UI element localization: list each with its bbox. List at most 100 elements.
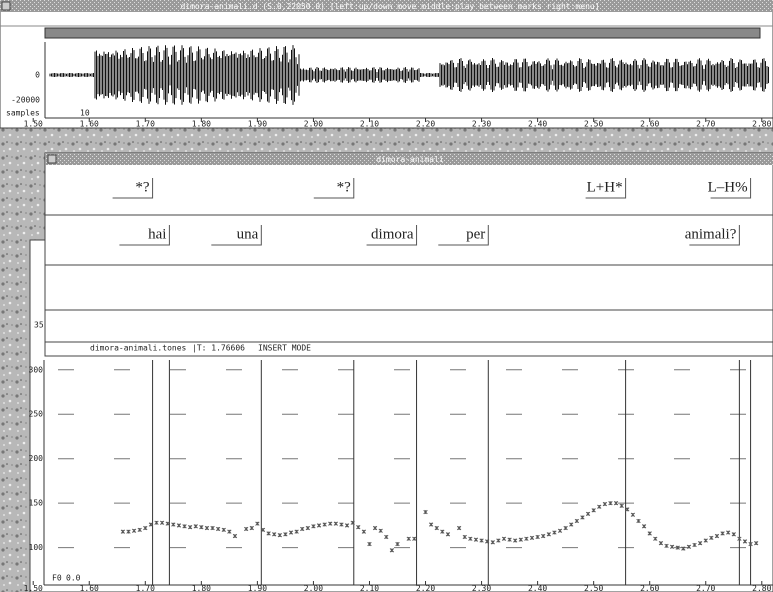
f0-point <box>468 536 473 541</box>
f0-point <box>507 537 512 542</box>
x-tick-label: 2.60 <box>640 584 659 592</box>
x-tick-label: 1.70 <box>136 120 155 129</box>
f0-point <box>171 522 176 527</box>
f0-point <box>681 546 686 551</box>
f0-point <box>227 529 232 534</box>
window-menu-button[interactable] <box>47 154 57 164</box>
f0-point <box>703 538 708 543</box>
f0-point <box>143 525 148 531</box>
word-label: hai <box>148 226 166 242</box>
f0-point <box>641 524 647 529</box>
y-tick-label: 300 <box>29 365 44 374</box>
f0-point <box>574 518 579 524</box>
f0-point <box>378 528 383 533</box>
f0-point <box>731 532 736 537</box>
f0-point <box>272 532 277 537</box>
f0-point <box>602 501 608 507</box>
f0-point <box>485 539 490 544</box>
f0-point <box>305 525 310 531</box>
window-menu-button[interactable] <box>1 1 11 11</box>
title-bar[interactable] <box>45 153 773 165</box>
x-tick-label: 2.70 <box>696 584 715 592</box>
status-time: |T: 1.76606 <box>192 344 245 353</box>
word-marker <box>438 225 489 246</box>
f0-point <box>496 538 501 543</box>
f0-point <box>742 539 748 544</box>
f0-point <box>344 523 350 528</box>
f0-point <box>585 511 591 517</box>
label-window <box>44 152 773 357</box>
f0-point <box>653 536 658 541</box>
f0-point <box>697 541 703 546</box>
f0-point <box>204 525 210 531</box>
wave-x-label: samples <box>6 109 40 118</box>
x-tick-label: 2.50 <box>584 584 603 592</box>
status-mode: INSERT MODE <box>258 344 311 353</box>
f0-point <box>339 522 344 527</box>
x-tick-label: 2.60 <box>640 120 659 129</box>
f0-point <box>283 532 288 537</box>
f0-point <box>434 525 439 531</box>
x-tick-label: 1.60 <box>80 120 99 129</box>
word-label: animali? <box>685 226 737 242</box>
x-tick-label: 2.30 <box>472 120 491 129</box>
x-tick-label: 2.20 <box>416 584 435 592</box>
f0-point <box>636 518 641 524</box>
f0-point <box>754 541 759 546</box>
x-tick-label: 2.40 <box>528 120 547 129</box>
f0-point <box>513 538 518 543</box>
f0-point <box>193 524 198 529</box>
f0-point <box>165 521 170 526</box>
f0-point <box>428 522 434 527</box>
x-tick-label: 2.10 <box>360 120 379 129</box>
f0-point <box>176 523 182 528</box>
x-tick-label: 1.80 <box>192 120 211 129</box>
f0-point <box>361 529 367 534</box>
scrollbar[interactable] <box>44 27 761 39</box>
word-marker <box>366 225 418 246</box>
f0-point <box>445 532 451 537</box>
f0-point <box>216 526 221 532</box>
f0-point <box>412 536 417 541</box>
word-label: per <box>466 226 485 242</box>
f0-point <box>462 534 467 540</box>
f0-point <box>456 525 462 531</box>
f0-point <box>563 525 568 531</box>
window-title: dimora-animali <box>376 155 444 164</box>
x-tick-label: 2.00 <box>304 120 323 129</box>
f0-point <box>423 509 428 515</box>
f0-point <box>384 534 389 540</box>
f0-point <box>557 528 563 533</box>
f0-point <box>658 541 664 546</box>
f0-point <box>389 548 395 553</box>
x-origin-label: 0.0 <box>66 574 81 583</box>
f0-point <box>131 528 137 533</box>
f0-point <box>367 541 372 547</box>
f0-point <box>709 535 714 541</box>
x-tick-label: 1.90 <box>248 120 267 129</box>
x-tick-label: 2.00 <box>304 584 323 592</box>
x-tick-label: 2.40 <box>528 584 547 592</box>
f0-point <box>546 532 551 537</box>
f0-point <box>406 536 411 541</box>
x-tick-label: 1.50 <box>24 120 43 129</box>
y-tick-label: 100 <box>29 543 44 552</box>
f0-point <box>232 533 238 539</box>
title-bar[interactable] <box>0 0 773 12</box>
f0-point <box>221 527 226 533</box>
f0-point <box>737 536 742 541</box>
f0-point <box>350 520 355 525</box>
f0-point <box>120 529 126 534</box>
f0-point <box>473 537 479 542</box>
f0-point <box>541 533 546 539</box>
f0-point <box>529 535 535 541</box>
tone-label: *? <box>337 179 352 195</box>
f0-point <box>137 527 142 533</box>
word-label: una <box>237 226 259 242</box>
f0-point <box>187 525 193 530</box>
f0-point <box>714 533 720 539</box>
window-title: dimora-animali.d (S.0,22050.0) [left:up/… <box>180 2 599 11</box>
f0-point <box>608 501 613 506</box>
f0-point <box>664 543 669 549</box>
y-tick-label: 150 <box>29 499 44 508</box>
